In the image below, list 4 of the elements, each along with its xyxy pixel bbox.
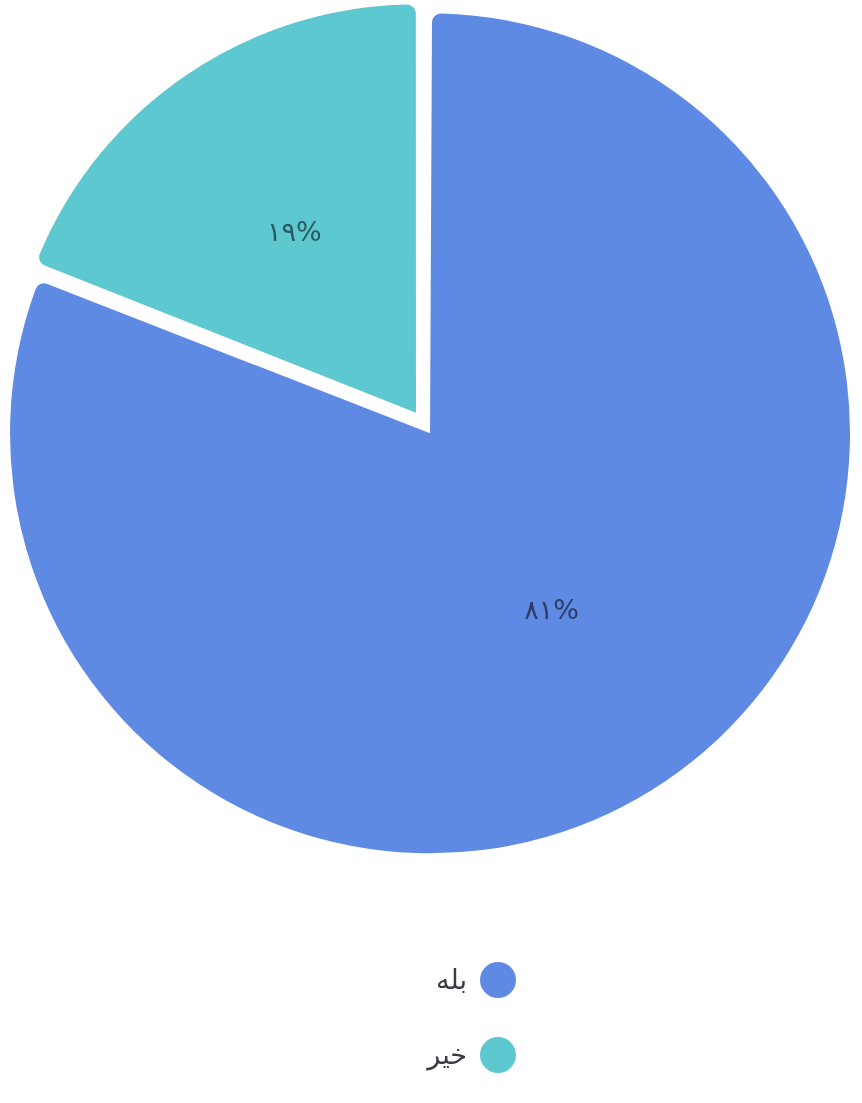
legend-label: خیر [427,1038,467,1073]
legend-label: بله [436,963,467,997]
data-label: ۸۱% [524,594,579,626]
data-label: ۱۹% [267,215,322,247]
